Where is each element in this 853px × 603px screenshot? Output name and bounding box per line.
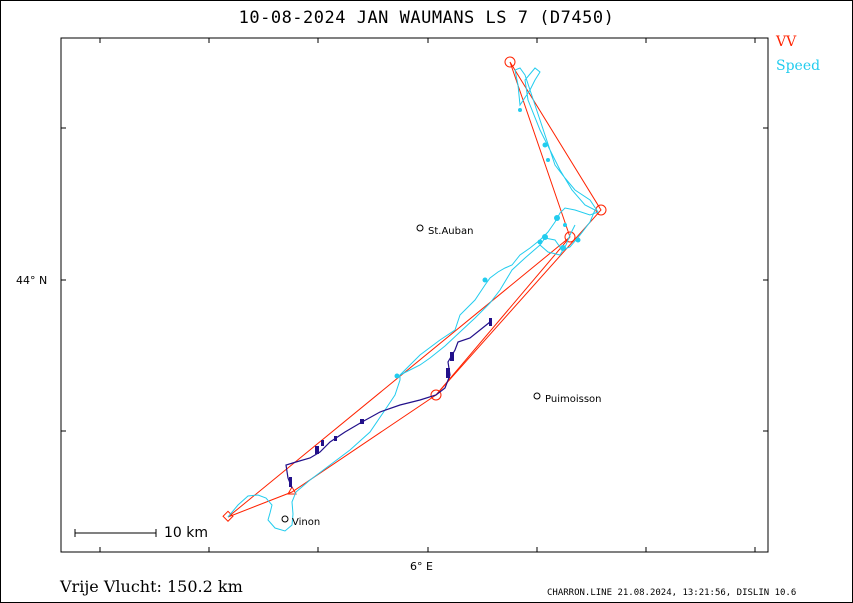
turnpoint-marker: [564, 231, 576, 243]
scale-label: 10 km: [164, 525, 209, 541]
turnpoint-marker: [595, 204, 607, 216]
town-marker: [533, 392, 541, 400]
town-label-st-auban: St.Auban: [428, 226, 474, 237]
track-thermals: [289, 318, 492, 487]
turnpoint-marker: [430, 389, 442, 401]
longitude-label: 6° E: [410, 560, 433, 573]
latitude-label: 44° N: [16, 274, 48, 287]
speed-thermals: [394, 108, 581, 379]
town-label-vinon: Vinon: [292, 517, 321, 528]
plot-frame: [60, 37, 769, 553]
legend-speed: Speed: [776, 58, 821, 74]
flight-track: [285, 321, 491, 489]
task-polygon-north: [435, 61, 602, 396]
speed-track-mid: [399, 244, 541, 376]
town-marker: [416, 224, 424, 232]
axis-ticks: [61, 38, 768, 552]
page-title: 10-08-2024 JAN WAUMANS LS 7 (D7450): [238, 8, 615, 28]
turnpoint-marker: [504, 56, 516, 68]
footer-info: CHARRON.LINE 21.08.2024, 13:21:56, DISLI…: [547, 588, 797, 598]
legend-vv: VV: [776, 34, 797, 50]
distance-label: Vrije Vlucht: 150.2 km: [60, 577, 243, 596]
speed-track: [227, 67, 599, 532]
town-marker: [281, 515, 289, 523]
finish-marker: [287, 485, 297, 495]
town-label-puimoisson: Puimoisson: [545, 394, 602, 405]
scale-bar: [74, 529, 157, 537]
